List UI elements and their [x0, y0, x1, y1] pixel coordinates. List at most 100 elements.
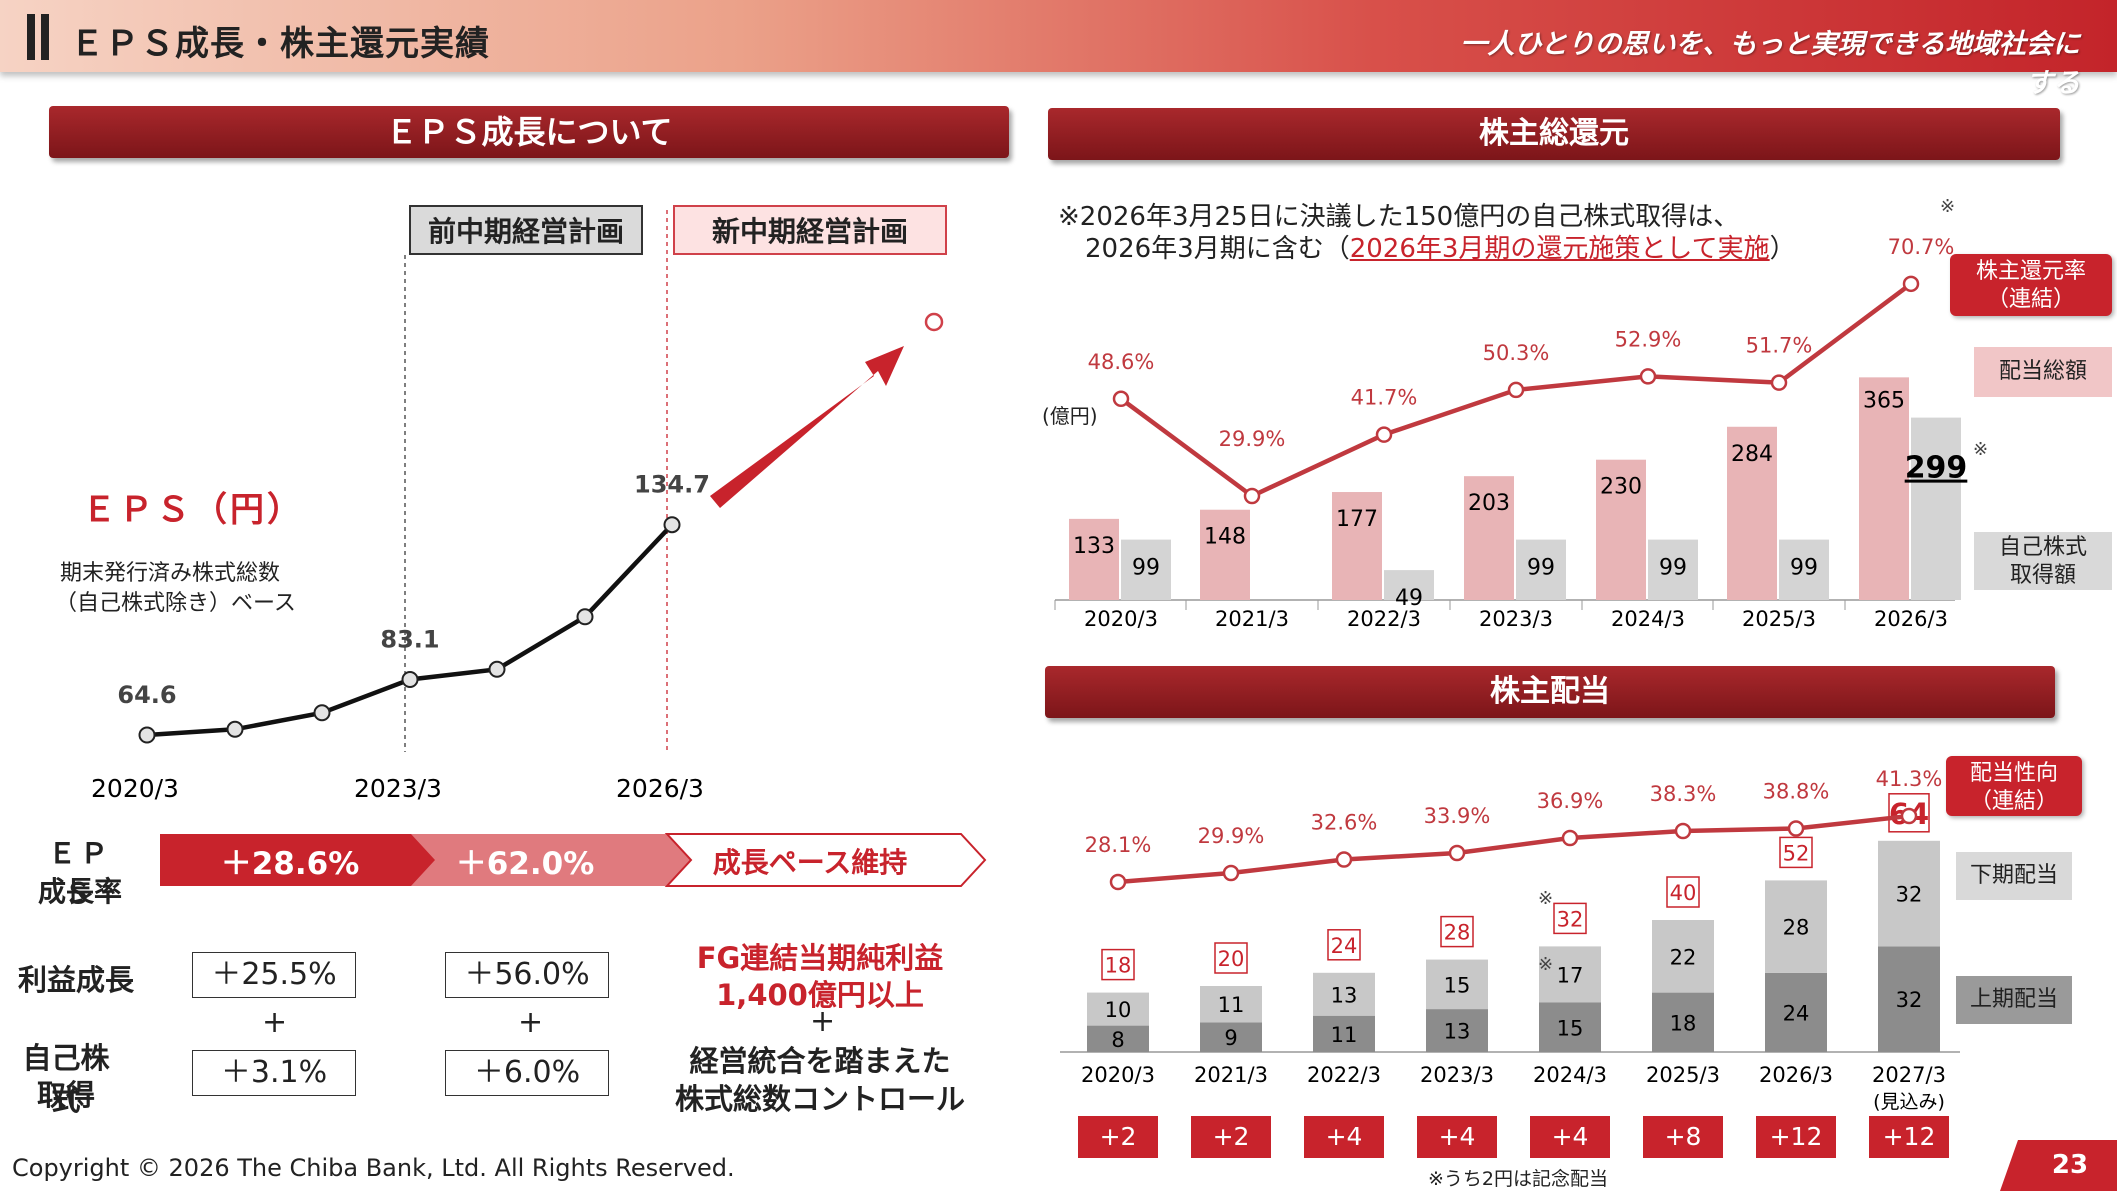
- first-half-label: 8: [1111, 1028, 1124, 1052]
- first-half-bar: [1652, 992, 1714, 1052]
- increment-label: +8: [1665, 1122, 1702, 1151]
- dividend-x-tick: 2025/3: [1646, 1063, 1720, 1087]
- payout-point: [1222, 864, 1240, 882]
- eps-point: [663, 516, 681, 534]
- total-dividend-label: 40: [1670, 881, 1697, 905]
- legend-return-rate-1: 株主還元率: [1975, 259, 2086, 284]
- payout-point: [1900, 807, 1918, 825]
- first-half-bar: [1765, 972, 1827, 1052]
- return-x-tick: 2025/3: [1742, 607, 1816, 631]
- return-section-title: 株主総還元: [1048, 108, 2060, 160]
- dividend-total-bar: [1596, 459, 1646, 600]
- return-x-tick: 2022/3: [1347, 607, 1421, 631]
- total-dividend-label: 28: [1444, 921, 1471, 945]
- plus-sign-2: +: [518, 1005, 544, 1040]
- dividend-total-label: 148: [1204, 525, 1246, 550]
- dividend-x-tick: 2027/3: [1872, 1063, 1946, 1087]
- first-half-label: 11: [1331, 1023, 1358, 1047]
- legend-return-rate: 株主還元率 （連結）: [1950, 254, 2112, 316]
- legend-first-half: 上期配当: [1956, 976, 2072, 1024]
- payout-label: 38.3%: [1650, 782, 1717, 806]
- total-dividend-box: [1214, 942, 1248, 974]
- buyback-growth-2: ＋6.0%: [445, 1050, 609, 1096]
- first-half-label: 15: [1557, 1016, 1584, 1040]
- target-line-3: 経営統合を踏まえた: [689, 1044, 951, 1078]
- dividend-x-tick: 2023/3: [1420, 1063, 1494, 1087]
- dividend-x-tick: 2024/3: [1533, 1063, 1607, 1087]
- dividend-total-label: 133: [1073, 534, 1115, 559]
- increment-label: +4: [1552, 1122, 1589, 1151]
- legend-return-rate-2: （連結）: [1986, 286, 2075, 312]
- header-bar: [0, 0, 2117, 72]
- growth-value-2: ＋62.0%: [455, 846, 595, 882]
- total-dividend-box: [1327, 929, 1361, 961]
- dividend-total-bar: [1464, 476, 1514, 600]
- header-accent-bars-2: [41, 14, 49, 60]
- eps-note-2: （自己株式除き）ベース: [55, 591, 296, 616]
- eps-label: ＥＰＳ（円）: [82, 490, 304, 530]
- buyback-label-2: 取得: [36, 1078, 95, 1112]
- dividend-x-tick: 2022/3: [1307, 1063, 1381, 1087]
- return-rate-point: [1902, 275, 1920, 293]
- eps-note-1: 期末発行済み株式総数: [60, 561, 281, 586]
- buyback-bar: [1911, 417, 1961, 600]
- increment-box: [1417, 1116, 1497, 1158]
- first-half-bar: [1539, 1002, 1601, 1052]
- second-half-label: 28: [1783, 916, 1810, 940]
- eps-x-tick: 2020/3: [91, 774, 179, 803]
- profit-growth-1: ＋25.5%: [192, 952, 356, 998]
- first-half-bar: [1200, 1022, 1262, 1052]
- increment-box: [1869, 1116, 1949, 1158]
- prev-plan-label: 前中期経営計画: [409, 205, 643, 255]
- dividend-total-bar: [1727, 426, 1777, 600]
- buyback-bar: [1516, 539, 1566, 600]
- dividend-total-label: 365: [1863, 388, 1905, 413]
- dividend-total-label: 284: [1731, 442, 1773, 467]
- eps-section-title: ＥＰＳ成長について: [49, 106, 1009, 158]
- return-note-1: ※2026年3月25日に決議した150億円の自己株式取得は、: [1058, 202, 1740, 232]
- increment-label: +12: [1770, 1122, 1823, 1151]
- payout-point: [1448, 844, 1466, 862]
- return-rate-label: 29.9%: [1219, 427, 1286, 451]
- legend-buyback: 自己株式 取得額: [1974, 532, 2112, 590]
- growth-chevrons: [160, 833, 987, 887]
- first-half-label: 24: [1783, 1001, 1810, 1025]
- legend-payout-ratio: 配当性向 （連結）: [1946, 756, 2082, 816]
- first-half-bar: [1878, 946, 1940, 1052]
- eps-data-label: 83.1: [380, 626, 439, 654]
- return-unit: (億円): [1042, 404, 1098, 428]
- buyback-bar: [1384, 570, 1434, 600]
- second-half-bar: [1200, 986, 1262, 1023]
- page-number-tab: [2000, 1140, 2117, 1191]
- increment-label: +2: [1100, 1122, 1137, 1151]
- eps-growth-label-1: ＥＰＳ: [47, 837, 112, 910]
- total-dividend-label: 24: [1331, 934, 1358, 958]
- first-half-label: 9: [1224, 1026, 1237, 1050]
- return-rate-point: [1112, 390, 1130, 408]
- increment-label: +2: [1213, 1122, 1250, 1151]
- eps-line-chart: 64.6 83.1 134.7 2020/3 2023/3 2026/3: [91, 210, 944, 803]
- growth-chevron-3: [664, 833, 987, 887]
- profit-growth-2: ＋56.0%: [445, 952, 609, 998]
- total-dividend-label: 32: [1557, 907, 1584, 931]
- eps-point: [488, 660, 506, 678]
- return-x-tick: 2020/3: [1084, 607, 1158, 631]
- second-half-bar: [1652, 920, 1714, 993]
- first-half-label: 13: [1444, 1020, 1471, 1044]
- buyback-label: 49: [1395, 586, 1423, 611]
- second-half-bar: [1313, 972, 1375, 1016]
- dividend-footnote: ※うち2円は記念配当: [1428, 1168, 1609, 1190]
- page-title: ＥＰＳ成長・株主還元実績: [70, 24, 490, 64]
- dividend-total-bar: [1069, 518, 1119, 600]
- total-dividend-box: [1779, 836, 1813, 869]
- first-half-bar: [1087, 1025, 1149, 1052]
- total-dividend-label: 18: [1105, 954, 1132, 978]
- header-slogan: 一人ひとりの思いを、もっと実現できる地域社会にする: [1460, 29, 2080, 99]
- total-dividend-label: 20: [1218, 947, 1245, 971]
- total-dividend-box: [1553, 902, 1587, 935]
- dividend-asterisk: ※: [1538, 888, 1553, 909]
- buyback-bar: [1779, 539, 1829, 600]
- growth-value-3: 成長ペース維持: [712, 846, 908, 879]
- second-half-label: 15: [1444, 973, 1471, 997]
